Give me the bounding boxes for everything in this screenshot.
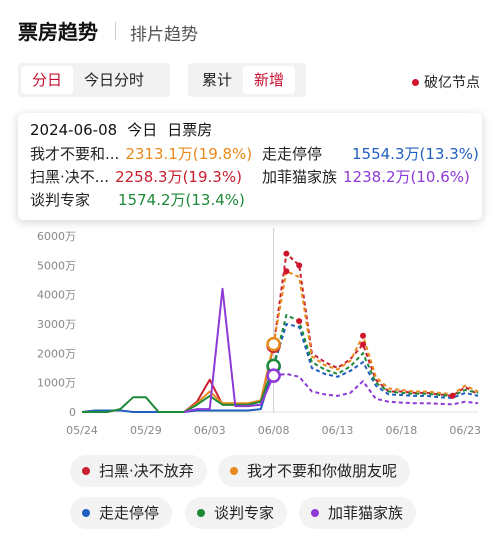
tooltip-row-value: 2313.1万(19.8%) <box>125 145 253 163</box>
y-tick-label: 4000万 <box>37 289 76 302</box>
tab-today-hourly[interactable]: 今日分时 <box>84 71 145 89</box>
legend-chip-label: 走走停停 <box>99 504 160 522</box>
series-line-actual <box>183 287 275 413</box>
tooltip-row: 走走停停 1554.3万(13.3%) <box>262 143 479 165</box>
milestone-marker <box>283 268 290 275</box>
series-dot-icon <box>230 467 238 475</box>
series-line-forecast <box>272 322 479 399</box>
x-tick-label: 05/24 <box>66 424 98 437</box>
legend-chip-label: 我才不要和你做朋友呢 <box>247 462 398 480</box>
tooltip-row-value: 1238.2万(10.6%) <box>343 168 470 186</box>
legend-chip-label: 谈判专家 <box>214 504 275 522</box>
period-toggle: 分日 今日分时 <box>18 63 170 97</box>
series-dot-icon <box>197 509 205 517</box>
tooltip-row-value: 1554.3万(13.3%) <box>352 145 479 163</box>
series-line-actual <box>183 343 275 413</box>
milestone-marker <box>283 250 290 257</box>
series-line-forecast <box>273 372 479 406</box>
y-tick-label: 3000万 <box>37 318 76 331</box>
tooltip-date: 2024-06-08 <box>30 121 118 139</box>
tooltip-row-name: 谈判专家 <box>30 191 91 209</box>
series-line-actual <box>82 365 275 413</box>
tooltip-row-name: 扫黑·决不... <box>30 168 110 186</box>
tooltip-row-name: 加菲猫家族 <box>262 168 338 186</box>
milestone-marker <box>296 262 303 269</box>
y-tick-label: 1000万 <box>37 377 76 390</box>
y-tick-label: 6000万 <box>37 230 76 243</box>
series-dot-icon <box>82 509 90 517</box>
tooltip-row-value: 1574.2万(13.4%) <box>118 191 245 209</box>
tab-daily[interactable]: 分日 <box>21 66 74 94</box>
box-office-line-chart[interactable]: 0 1000万 2000万 3000万 4000万 5000万 6000万 05/24 05/2… <box>0 222 500 444</box>
legend-chip-label: 扫黑·决不放弃 <box>99 462 194 480</box>
legend-chip-zouzou[interactable]: 走走停停 <box>70 497 173 529</box>
tab-incremental[interactable]: 新增 <box>243 66 296 94</box>
milestone-marker <box>296 318 303 325</box>
tooltip-day-label: 今日 <box>127 121 158 139</box>
series-dot-icon <box>82 467 90 475</box>
legend-chip-friends[interactable]: 我才不要和你做朋友呢 <box>218 455 411 487</box>
legend-chip-garfield[interactable]: 加菲猫家族 <box>299 497 417 529</box>
legend-chip-label: 加菲猫家族 <box>328 504 404 522</box>
x-tick-label: 06/03 <box>194 424 226 437</box>
tooltip-row: 谈判专家 1574.2万(13.4%) <box>30 189 245 211</box>
x-tick-label: 05/29 <box>130 424 162 437</box>
tooltip-metric: 日票房 <box>167 121 213 139</box>
milestone-legend: 破亿节点 <box>412 72 480 92</box>
tab-schedule-trend[interactable]: 排片趋势 <box>130 25 198 45</box>
hover-point <box>266 368 281 383</box>
chart-tooltip: 2024-06-08 今日 日票房 我才不要和... 2313.1万(19.8%… <box>18 113 482 220</box>
tab-cumulative[interactable]: 累计 <box>202 71 233 89</box>
series-dot-icon <box>311 509 319 517</box>
title-divider <box>115 22 116 40</box>
tooltip-row: 加菲猫家族 1238.2万(10.6%) <box>262 166 470 188</box>
tooltip-row-value: 2258.3万(19.3%) <box>115 168 242 186</box>
tooltip-row-name: 走走停停 <box>262 145 323 163</box>
milestone-marker <box>449 392 456 399</box>
milestone-label: 破亿节点 <box>424 75 480 91</box>
series-line-forecast <box>272 313 479 397</box>
x-tick-label: 06/18 <box>386 424 418 437</box>
series-line-forecast <box>272 269 479 396</box>
tooltip-header: 2024-06-08 今日 日票房 <box>30 119 470 141</box>
y-tick-label: 2000万 <box>37 347 76 360</box>
tooltip-row-name: 我才不要和... <box>30 145 120 163</box>
header: 票房趋势 排片趋势 <box>0 0 500 56</box>
page-title: 票房趋势 <box>18 20 98 44</box>
milestone-marker <box>360 341 367 348</box>
x-tick-label: 06/23 <box>449 424 481 437</box>
tooltip-row: 扫黑·决不... 2258.3万(19.3%) <box>30 166 242 188</box>
x-tick-label: 06/08 <box>258 424 290 437</box>
x-tick-label: 06/13 <box>322 424 354 437</box>
y-tick-label: 5000万 <box>37 259 76 272</box>
milestone-marker <box>360 332 367 339</box>
hover-point <box>266 336 281 352</box>
tooltip-row: 我才不要和... 2313.1万(19.8%) <box>30 143 252 165</box>
legend-chip-negotiator[interactable]: 谈判专家 <box>185 497 288 529</box>
y-tick-label: 0 <box>69 406 76 419</box>
legend-chip-saohei[interactable]: 扫黑·决不放弃 <box>70 455 207 487</box>
milestone-dot-icon <box>412 78 419 86</box>
mode-toggle: 累计 新增 <box>188 63 306 97</box>
